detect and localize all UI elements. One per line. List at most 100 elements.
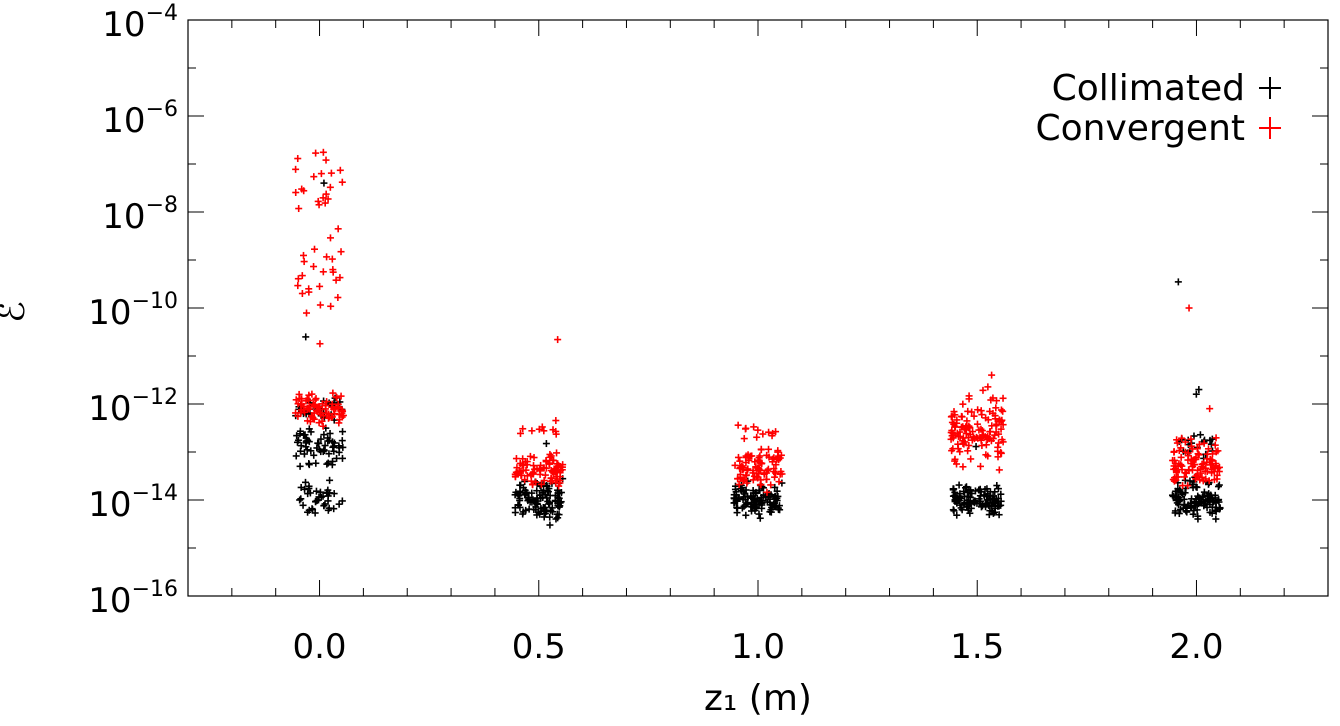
data-point bbox=[974, 406, 982, 414]
data-point bbox=[772, 428, 780, 436]
data-point bbox=[1180, 495, 1188, 503]
data-point bbox=[1181, 448, 1189, 456]
data-point bbox=[294, 155, 302, 163]
data-point bbox=[557, 463, 565, 471]
data-point bbox=[333, 454, 341, 462]
y-tick-label: 10−4 bbox=[102, 1, 178, 45]
data-point bbox=[758, 459, 766, 467]
data-point bbox=[303, 309, 311, 317]
data-point bbox=[742, 459, 750, 467]
data-point bbox=[771, 483, 779, 491]
data-point bbox=[751, 458, 759, 466]
data-point bbox=[338, 454, 346, 462]
data-point bbox=[742, 471, 750, 479]
data-point bbox=[530, 454, 538, 462]
data-point bbox=[955, 481, 963, 489]
data-point bbox=[516, 459, 524, 467]
data-point bbox=[1214, 447, 1222, 455]
data-point bbox=[1174, 488, 1182, 496]
data-point bbox=[320, 179, 328, 187]
data-point bbox=[1205, 490, 1213, 498]
data-point bbox=[300, 258, 308, 266]
data-point bbox=[536, 470, 544, 478]
data-point bbox=[336, 415, 344, 423]
data-point bbox=[991, 415, 999, 423]
data-point bbox=[545, 459, 553, 467]
data-point bbox=[1208, 435, 1216, 443]
data-point bbox=[734, 453, 742, 461]
data-point bbox=[302, 443, 310, 451]
data-point bbox=[511, 509, 519, 517]
data-point bbox=[294, 436, 302, 444]
data-point bbox=[512, 455, 520, 463]
data-point bbox=[961, 484, 969, 492]
data-point bbox=[983, 485, 991, 493]
data-point bbox=[326, 476, 334, 484]
data-point bbox=[300, 450, 308, 458]
data-point bbox=[1185, 304, 1193, 312]
data-point bbox=[1205, 477, 1213, 485]
data-point bbox=[297, 495, 305, 503]
data-point bbox=[754, 456, 762, 464]
data-point bbox=[995, 511, 1003, 519]
data-point bbox=[741, 496, 749, 504]
data-point bbox=[959, 400, 967, 408]
data-point bbox=[1200, 439, 1208, 447]
data-point bbox=[961, 499, 969, 507]
data-point bbox=[335, 442, 343, 450]
data-point bbox=[1200, 502, 1208, 510]
data-point bbox=[325, 413, 333, 421]
data-point bbox=[777, 468, 785, 476]
data-point bbox=[982, 441, 990, 449]
data-point bbox=[320, 446, 328, 454]
data-point bbox=[296, 496, 304, 504]
data-point bbox=[329, 389, 337, 397]
data-point bbox=[1212, 434, 1220, 442]
data-point bbox=[516, 496, 524, 504]
data-point bbox=[540, 427, 548, 435]
data-point bbox=[540, 506, 548, 514]
data-point bbox=[959, 434, 967, 442]
data-point bbox=[1192, 454, 1200, 462]
data-point bbox=[949, 445, 957, 453]
data-point bbox=[304, 417, 312, 425]
data-point bbox=[514, 501, 522, 509]
data-point bbox=[334, 294, 342, 302]
legend-label: Collimated bbox=[1052, 68, 1245, 109]
data-point bbox=[324, 195, 332, 203]
data-point bbox=[336, 166, 344, 174]
data-point bbox=[325, 450, 333, 458]
y-tick-label: 10−8 bbox=[102, 193, 178, 237]
data-point bbox=[321, 199, 329, 207]
data-point bbox=[338, 437, 346, 445]
data-point bbox=[977, 462, 985, 470]
data-point bbox=[1168, 491, 1176, 499]
data-point bbox=[748, 494, 756, 502]
data-point bbox=[315, 408, 323, 416]
data-point bbox=[304, 490, 312, 498]
data-point bbox=[319, 268, 327, 276]
data-point bbox=[319, 148, 327, 156]
data-point bbox=[324, 437, 332, 445]
data-point bbox=[977, 488, 985, 496]
data-point bbox=[329, 268, 337, 276]
data-point bbox=[975, 499, 983, 507]
data-point bbox=[324, 506, 332, 514]
data-point bbox=[981, 433, 989, 441]
data-point bbox=[1194, 515, 1202, 523]
data-point bbox=[323, 253, 331, 261]
data-point bbox=[736, 474, 744, 482]
data-point bbox=[553, 449, 561, 457]
data-point bbox=[948, 432, 956, 440]
data-point bbox=[339, 428, 347, 436]
data-point bbox=[292, 452, 300, 460]
data-point bbox=[327, 169, 335, 177]
data-point bbox=[947, 435, 955, 443]
data-point bbox=[329, 443, 337, 451]
data-point bbox=[1187, 455, 1195, 463]
data-point bbox=[334, 225, 342, 233]
data-point bbox=[770, 500, 778, 508]
data-point bbox=[1195, 440, 1203, 448]
data-point bbox=[1174, 278, 1182, 286]
data-points bbox=[292, 148, 1224, 529]
